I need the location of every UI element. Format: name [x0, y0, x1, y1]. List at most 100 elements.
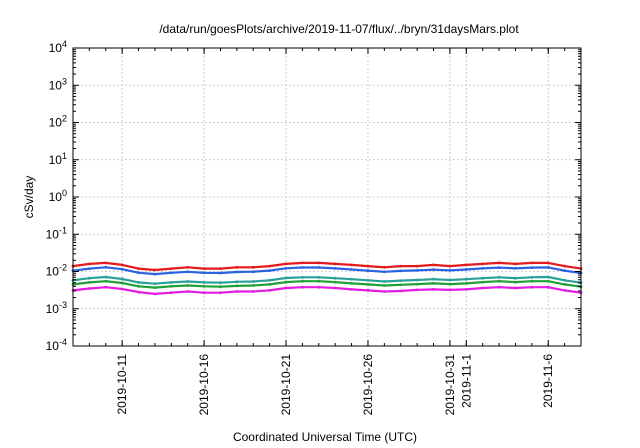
data-point [448, 278, 452, 282]
x-tick-label: 2019-10-31 [443, 354, 457, 416]
data-point [415, 278, 419, 282]
data-point [104, 285, 108, 289]
data-point [366, 283, 370, 286]
data-point [301, 261, 304, 265]
data-point [235, 290, 239, 293]
series-layer [71, 261, 583, 296]
series-line [72, 286, 582, 295]
chart-title: /data/run/goesPlots/archive/2019-11-07/f… [159, 22, 519, 36]
data-point [251, 270, 255, 274]
x-tick-label: 2019-10-21 [279, 354, 293, 416]
data-point [153, 268, 157, 272]
data-point [333, 286, 337, 290]
data-point [317, 266, 321, 269]
data-point [366, 278, 370, 282]
data-point [464, 277, 468, 281]
data-point [169, 267, 173, 270]
data-point [120, 287, 124, 291]
data-point [153, 286, 157, 289]
data-point [284, 266, 288, 270]
data-point [333, 280, 337, 284]
data-point [202, 271, 206, 275]
data-point [284, 280, 288, 284]
data-point [153, 282, 157, 286]
data-point [104, 261, 108, 265]
data-point [399, 264, 403, 268]
data-point [497, 285, 501, 289]
series-line [72, 275, 582, 285]
data-point [186, 280, 190, 283]
plot-frame [72, 47, 582, 347]
data-point [350, 282, 353, 285]
grid [73, 48, 581, 346]
data-point [514, 262, 517, 266]
data-point [514, 286, 517, 290]
data-point [432, 263, 435, 267]
data-point [481, 262, 485, 266]
data-point [530, 261, 534, 265]
data-point [383, 270, 386, 274]
data-point [481, 286, 485, 290]
data-point [219, 281, 222, 285]
data-point [563, 289, 566, 292]
data-point [186, 270, 190, 274]
data-point [448, 269, 452, 272]
data-point [399, 269, 403, 273]
data-point [317, 261, 321, 265]
series-line [72, 261, 582, 272]
y-tick-label: 10-2 [46, 263, 67, 279]
data-point [120, 263, 124, 267]
data-point [268, 269, 271, 272]
data-point [120, 277, 124, 281]
data-point [350, 268, 353, 271]
data-point [301, 266, 304, 269]
data-point [153, 292, 157, 296]
y-tick-label: 102 [49, 114, 67, 130]
x-axis-label: Coordinated Universal Time (UTC) [233, 430, 417, 444]
data-point [268, 278, 271, 282]
data-point [530, 275, 534, 279]
data-point [268, 283, 271, 286]
data-point [530, 266, 534, 269]
data-point [415, 264, 419, 268]
y-tick-label: 10-3 [46, 300, 67, 316]
data-point [366, 269, 370, 273]
data-point [399, 283, 403, 287]
data-point [350, 277, 353, 281]
data-point [415, 269, 419, 272]
data-point [169, 284, 173, 288]
data-point [530, 285, 534, 289]
data-point [104, 265, 108, 269]
x-tick-label: 2019-11-6 [541, 354, 555, 408]
data-point [497, 275, 501, 279]
data-point [186, 284, 190, 287]
series-line [72, 266, 582, 276]
data-point [546, 261, 550, 265]
data-point [202, 291, 206, 295]
data-point [546, 275, 550, 279]
data-point [284, 262, 288, 266]
x-tick-label: 2019-10-26 [361, 354, 375, 416]
data-point [301, 275, 304, 279]
data-point [268, 264, 271, 268]
data-point [415, 288, 419, 292]
data-point [251, 284, 255, 287]
data-point [432, 277, 435, 281]
data-point [563, 278, 566, 282]
data-point [137, 267, 140, 270]
data-point [366, 289, 370, 292]
data-point [383, 280, 386, 283]
data-point [432, 282, 435, 285]
data-point [137, 290, 140, 294]
data-point [219, 285, 222, 289]
data-point [88, 262, 91, 266]
data-point [235, 270, 239, 274]
data-point [251, 280, 255, 283]
data-point [333, 276, 337, 280]
data-point [317, 279, 321, 283]
data-point [235, 265, 239, 269]
data-point [137, 271, 140, 275]
y-tick-label: 100 [49, 188, 67, 204]
x-tick-label: 2019-11-1 [459, 354, 473, 408]
data-point [317, 285, 321, 289]
